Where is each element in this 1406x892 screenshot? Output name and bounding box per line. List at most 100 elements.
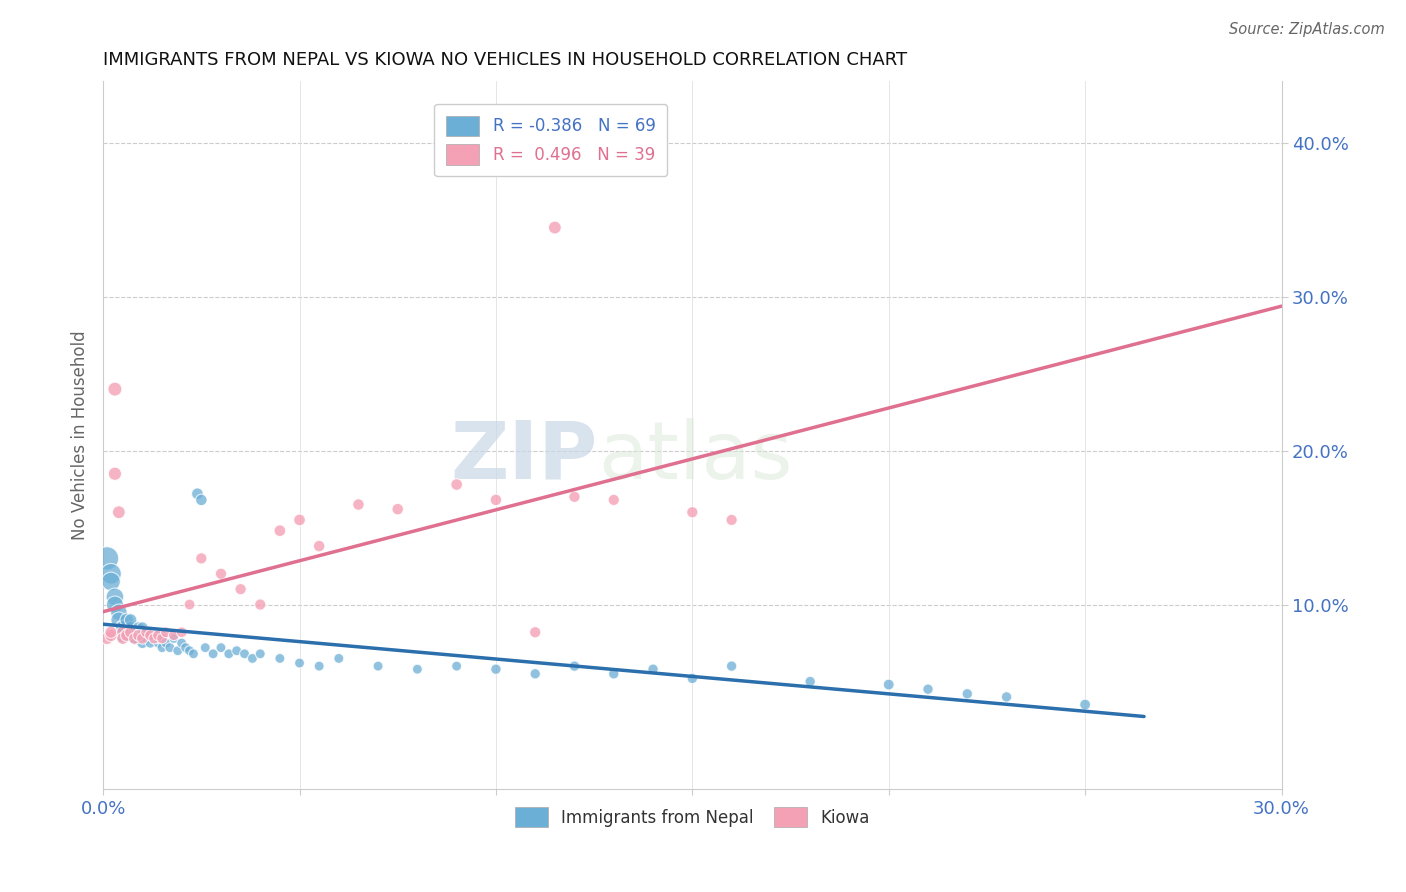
Point	[183, 647, 205, 661]
Point	[681, 672, 703, 686]
Point	[308, 659, 330, 673]
Point	[288, 656, 311, 670]
Point	[115, 628, 138, 642]
Point	[111, 625, 134, 640]
Point	[269, 524, 291, 538]
Point	[143, 632, 166, 646]
Point	[150, 640, 173, 655]
Point	[387, 502, 409, 516]
Point	[111, 628, 134, 642]
Point	[150, 632, 173, 646]
Point	[139, 636, 162, 650]
Point	[249, 598, 271, 612]
Point	[108, 505, 131, 519]
Point	[104, 382, 127, 396]
Point	[100, 574, 122, 589]
Point	[115, 628, 138, 642]
Point	[229, 582, 252, 597]
Point	[524, 666, 547, 681]
Point	[249, 647, 271, 661]
Point	[100, 628, 122, 642]
Point	[485, 662, 508, 676]
Point	[155, 636, 177, 650]
Point	[100, 566, 122, 581]
Point	[120, 625, 142, 640]
Point	[194, 640, 217, 655]
Point	[166, 644, 188, 658]
Point	[127, 628, 149, 642]
Point	[564, 490, 586, 504]
Point	[150, 628, 173, 642]
Point	[146, 636, 169, 650]
Point	[190, 492, 212, 507]
Point	[159, 640, 181, 655]
Point	[124, 625, 146, 640]
Point	[174, 640, 197, 655]
Text: Source: ZipAtlas.com: Source: ZipAtlas.com	[1229, 22, 1385, 37]
Point	[104, 467, 127, 481]
Point	[163, 628, 186, 642]
Point	[485, 492, 508, 507]
Point	[155, 625, 177, 640]
Point	[131, 632, 153, 646]
Point	[190, 551, 212, 566]
Point	[124, 632, 146, 646]
Point	[111, 621, 134, 635]
Point	[269, 651, 291, 665]
Point	[308, 539, 330, 553]
Point	[143, 628, 166, 642]
Point	[108, 605, 131, 619]
Point	[544, 220, 567, 235]
Text: atlas: atlas	[598, 417, 793, 496]
Point	[120, 613, 142, 627]
Point	[446, 659, 468, 673]
Point	[127, 621, 149, 635]
Point	[131, 636, 153, 650]
Point	[406, 662, 429, 676]
Point	[96, 551, 118, 566]
Point	[170, 636, 193, 650]
Point	[179, 598, 201, 612]
Point	[917, 682, 939, 697]
Point	[111, 621, 134, 635]
Point	[135, 632, 157, 646]
Point	[233, 647, 256, 661]
Point	[564, 659, 586, 673]
Point	[124, 632, 146, 646]
Point	[367, 659, 389, 673]
Point	[720, 659, 742, 673]
Text: ZIP: ZIP	[451, 417, 598, 496]
Point	[146, 628, 169, 642]
Point	[143, 625, 166, 640]
Legend: Immigrants from Nepal, Kiowa: Immigrants from Nepal, Kiowa	[508, 800, 876, 834]
Point	[328, 651, 350, 665]
Point	[127, 628, 149, 642]
Text: IMMIGRANTS FROM NEPAL VS KIOWA NO VEHICLES IN HOUSEHOLD CORRELATION CHART: IMMIGRANTS FROM NEPAL VS KIOWA NO VEHICL…	[103, 51, 907, 69]
Point	[641, 662, 664, 676]
Point	[799, 674, 821, 689]
Point	[131, 621, 153, 635]
Y-axis label: No Vehicles in Household: No Vehicles in Household	[72, 330, 89, 540]
Point	[202, 647, 225, 661]
Point	[104, 590, 127, 604]
Point	[603, 492, 626, 507]
Point	[446, 477, 468, 491]
Point	[209, 566, 232, 581]
Point	[104, 598, 127, 612]
Point	[111, 632, 134, 646]
Point	[288, 513, 311, 527]
Point	[956, 687, 979, 701]
Point	[108, 613, 131, 627]
Point	[135, 625, 157, 640]
Point	[179, 644, 201, 658]
Point	[603, 666, 626, 681]
Point	[242, 651, 264, 665]
Point	[186, 487, 208, 501]
Point	[995, 690, 1018, 704]
Point	[225, 644, 247, 658]
Point	[131, 628, 153, 642]
Point	[146, 632, 169, 646]
Point	[877, 677, 900, 691]
Point	[524, 625, 547, 640]
Point	[218, 647, 240, 661]
